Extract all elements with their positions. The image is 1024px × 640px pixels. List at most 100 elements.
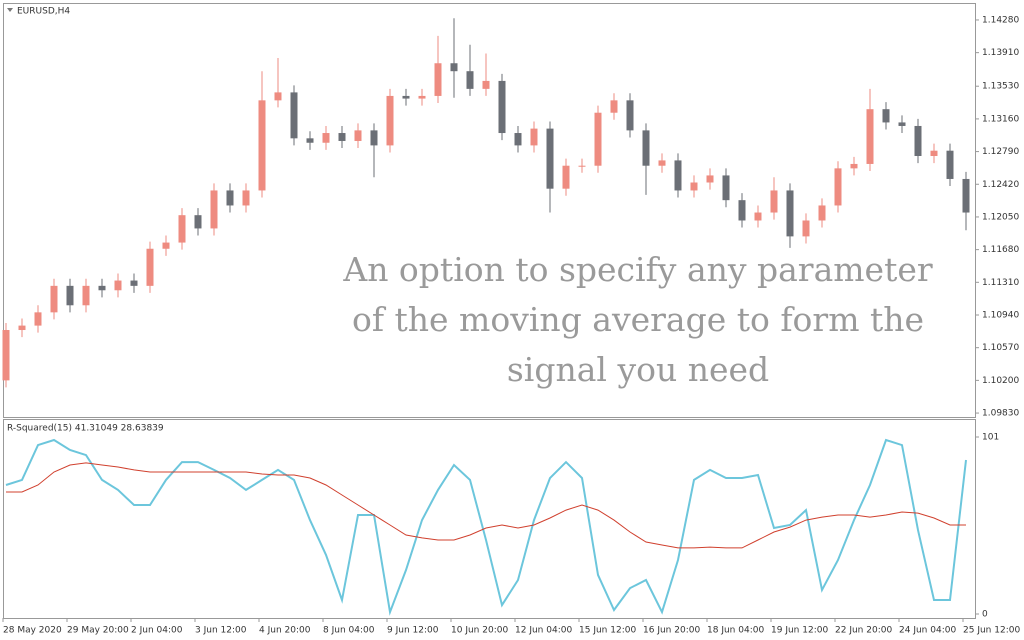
- menu-arrow[interactable]: [7, 8, 13, 12]
- candle-body: [402, 95, 410, 99]
- candle-body: [754, 212, 762, 221]
- candle-body: [962, 178, 970, 213]
- overlay-text: of the moving average to form the: [352, 300, 924, 339]
- candle-body: [594, 112, 602, 166]
- x-tick-label: 12 Jun 04:00: [515, 626, 572, 636]
- x-tick-label: 10 Jun 20:00: [451, 626, 508, 636]
- candle-body: [290, 92, 298, 139]
- y-tick-label: 1.11310: [982, 278, 1019, 288]
- y-tick-label: 1.13530: [982, 82, 1019, 92]
- x-tick-label: 25 Jun 12:00: [963, 626, 1020, 636]
- x-tick-label: 8 Jun 04:00: [323, 626, 375, 636]
- x-tick-label: 3 Jun 12:00: [195, 626, 247, 636]
- overlay-text: An option to specify any parameter: [342, 250, 933, 289]
- candle-body: [514, 133, 522, 146]
- x-tick-label: 22 Jun 20:00: [835, 626, 892, 636]
- x-tick-label: 2 Jun 04:00: [131, 626, 183, 636]
- candle-body: [2, 330, 10, 381]
- symbol-title: EURUSD,H4: [17, 7, 70, 17]
- candle-body: [322, 133, 330, 143]
- x-tick-label: 9 Jun 12:00: [387, 626, 439, 636]
- candle-body: [274, 92, 282, 101]
- candle-body: [146, 248, 154, 286]
- y-tick-label: 101: [982, 433, 999, 443]
- y-tick-label: 1.11680: [982, 245, 1019, 255]
- candle-body: [386, 95, 394, 146]
- candle-body: [258, 100, 266, 191]
- candle-body: [706, 175, 714, 183]
- y-tick-label: 1.12050: [982, 212, 1019, 222]
- candle-body: [18, 325, 26, 331]
- candle-body: [642, 130, 650, 166]
- candle-body: [194, 215, 202, 229]
- candle-body: [578, 165, 586, 167]
- candle-body: [834, 168, 842, 206]
- candle-body: [674, 160, 682, 191]
- candle-body: [242, 190, 250, 206]
- candle-body: [562, 165, 570, 189]
- candle-body: [370, 130, 378, 146]
- candle-body: [898, 122, 906, 126]
- candle-body: [114, 280, 122, 291]
- candle-body: [418, 95, 426, 99]
- candle-body: [658, 160, 666, 166]
- candle-body: [530, 128, 538, 146]
- y-tick-label: 1.10940: [982, 311, 1019, 321]
- candle-body: [610, 100, 618, 113]
- candle-body: [338, 133, 346, 141]
- candle-body: [946, 150, 954, 179]
- candle-body: [882, 109, 890, 123]
- candle-body: [802, 220, 810, 237]
- candle-body: [738, 200, 746, 221]
- candle-body: [130, 280, 138, 286]
- overlay-text: signal you need: [507, 350, 769, 389]
- candle-body: [818, 205, 826, 221]
- x-tick-label: 18 Jun 04:00: [707, 626, 764, 636]
- x-tick-label: 16 Jun 20:00: [643, 626, 700, 636]
- indicator-line: [5, 438, 967, 616]
- x-tick-label: 28 May 2020: [3, 626, 62, 636]
- candle-body: [450, 63, 458, 72]
- candle-body: [546, 128, 554, 189]
- y-tick-label: 1.12790: [982, 147, 1019, 157]
- candle-body: [50, 285, 58, 313]
- candle-body: [690, 182, 698, 191]
- candle-body: [722, 175, 730, 201]
- candle-body: [930, 150, 938, 156]
- y-tick-label: 1.09830: [982, 409, 1019, 419]
- candle-body: [866, 109, 874, 164]
- x-tick-label: 24 Jun 04:00: [899, 626, 956, 636]
- candle-body: [210, 190, 218, 229]
- candle-body: [850, 163, 858, 169]
- y-tick-label: 1.10570: [982, 343, 1019, 353]
- y-tick-label: 1.12420: [982, 180, 1019, 190]
- candle-body: [98, 285, 106, 291]
- candle-body: [466, 71, 474, 89]
- candle-body: [786, 190, 794, 237]
- candle-body: [770, 190, 778, 213]
- y-tick-label: 1.14280: [982, 15, 1019, 25]
- x-tick-label: 4 Jun 20:00: [259, 626, 311, 636]
- indicator-title: R-Squared(15) 41.31049 28.63839: [7, 424, 164, 434]
- candle-body: [162, 242, 170, 249]
- candle-body: [498, 80, 506, 134]
- price-pane: [3, 3, 976, 418]
- candle-body: [434, 63, 442, 96]
- y-tick-label: 1.13910: [982, 48, 1019, 58]
- candle-body: [482, 80, 490, 89]
- candle-body: [178, 215, 186, 243]
- x-tick-label: 29 May 20:00: [67, 626, 129, 636]
- y-tick-label: 1.13160: [982, 114, 1019, 124]
- candle-body: [34, 312, 42, 326]
- candle-body: [306, 138, 314, 143]
- y-tick-label: 0: [982, 610, 988, 620]
- y-tick-label: 1.10200: [982, 376, 1019, 386]
- candle-body: [82, 285, 90, 306]
- indicator-pane: [3, 419, 976, 619]
- candle-body: [626, 100, 634, 131]
- candle-body: [226, 190, 234, 206]
- candle-body: [914, 125, 922, 156]
- indicator-line: [6, 462, 966, 549]
